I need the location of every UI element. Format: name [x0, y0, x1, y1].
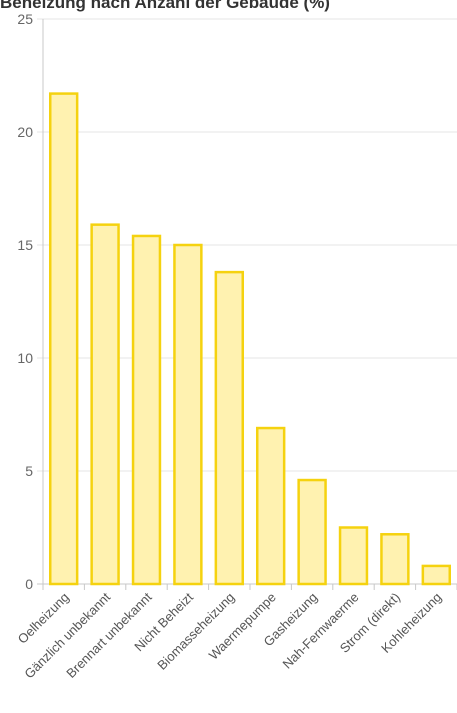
bar [131, 234, 162, 586]
bar [338, 526, 369, 586]
y-tick-label: 25 [17, 11, 33, 27]
bars [48, 92, 452, 586]
x-tick-label: Biomasseheizung [154, 590, 237, 673]
y-tick-label: 20 [17, 124, 33, 140]
y-tick-labels: 0 5 10 15 20 25 [17, 11, 33, 592]
x-tick-label: Nah-Fernwaerme [279, 590, 361, 672]
bar [90, 223, 120, 586]
y-tick-label: 15 [17, 237, 33, 253]
bar [297, 478, 327, 586]
bar [48, 92, 79, 586]
bar [214, 270, 245, 586]
bar [380, 533, 410, 586]
y-tick-label: 5 [25, 463, 33, 479]
axes [42, 19, 457, 590]
y-tick-label: 0 [25, 576, 33, 592]
bar [255, 426, 286, 586]
bar [173, 243, 203, 586]
bar [421, 564, 452, 586]
chart-title: Beheizung nach Anzahl der Gebäude (%) [0, 0, 330, 12]
y-tick-label: 10 [17, 350, 33, 366]
